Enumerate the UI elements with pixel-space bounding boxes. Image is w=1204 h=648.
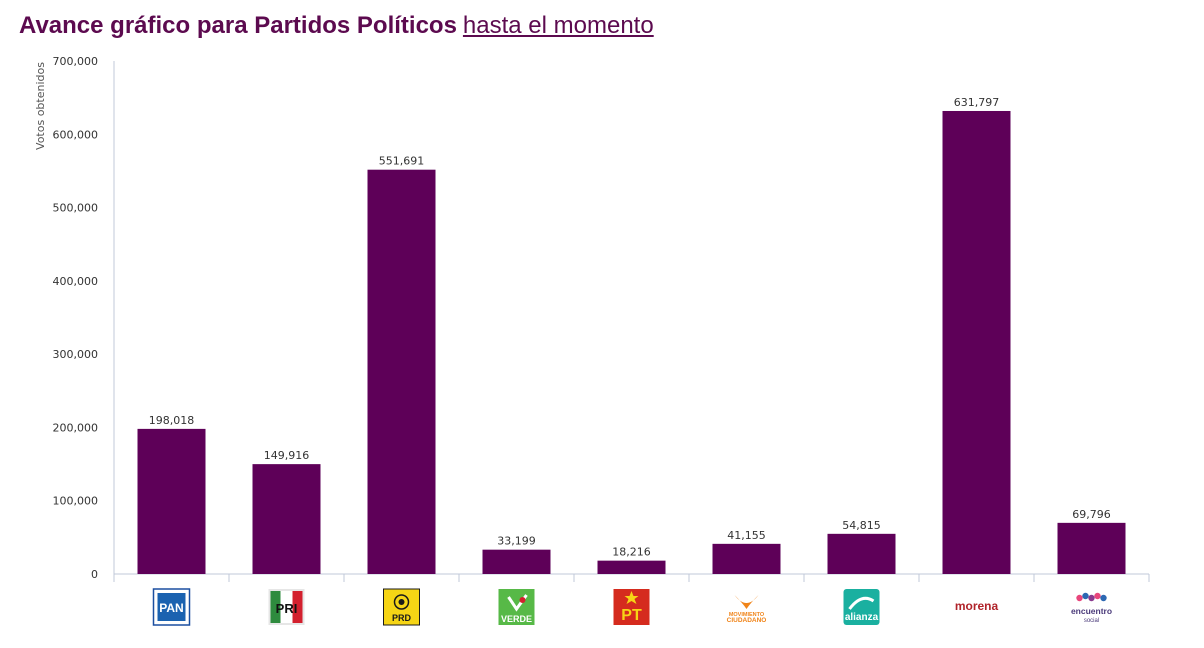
- es-logo-dot: [1082, 592, 1089, 600]
- y-tick-label: 200,000: [53, 421, 99, 434]
- data-label: 631,797: [954, 96, 1000, 109]
- pri-logo-green: [270, 591, 281, 623]
- bar-morena[interactable]: [942, 110, 1011, 574]
- na-logo-text: alianza: [845, 612, 879, 623]
- pri-logo-red: [292, 591, 303, 623]
- pri-logo: PRI: [268, 589, 305, 625]
- bar-nueva-alianza[interactable]: [827, 533, 896, 574]
- y-axis-title: Votos obtenidos: [34, 62, 47, 150]
- page-title: Avance gráfico para Partidos Políticos ha…: [19, 12, 654, 40]
- encuentro-social-logo: encuentro social: [1071, 592, 1112, 624]
- mc-logo-eagle: [734, 595, 759, 609]
- bar-verde[interactable]: [482, 549, 551, 574]
- verde-logo-dot: [519, 597, 526, 603]
- data-label: 33,199: [497, 535, 536, 548]
- data-label: 69,796: [1072, 508, 1111, 521]
- prd-logo-text: PRD: [392, 613, 412, 623]
- y-tick-label: 300,000: [53, 348, 99, 361]
- verde-logo-text: VERDE: [501, 614, 532, 624]
- es-logo-dot: [1094, 592, 1101, 600]
- y-tick-label: 100,000: [53, 495, 99, 508]
- es-logo-text1: encuentro: [1071, 606, 1112, 616]
- verde-logo: VERDE: [498, 589, 535, 625]
- pri-logo-white: [280, 591, 293, 623]
- na-logo-swoosh: [848, 596, 875, 610]
- pt-logo-star: [624, 591, 639, 604]
- es-logo-dot: [1100, 594, 1107, 602]
- morena-logo-text: morena: [955, 599, 999, 613]
- y-tick-label: 0: [91, 568, 98, 581]
- morena-logo: morena: [955, 599, 999, 613]
- y-tick-label: 400,000: [53, 275, 99, 288]
- pt-logo: PT: [613, 589, 650, 625]
- y-tick-label: 700,000: [53, 55, 99, 68]
- data-label: 198,018: [149, 414, 195, 427]
- pri-logo-text: PRI: [276, 601, 298, 616]
- title-link[interactable]: hasta el momento: [462, 12, 654, 39]
- bar-prd[interactable]: [367, 169, 436, 574]
- data-label: 149,916: [264, 449, 310, 462]
- bar-pan[interactable]: [137, 428, 206, 574]
- prd-logo: PRD: [383, 588, 420, 626]
- prd-logo-sun-core: [398, 599, 405, 605]
- pan-logo-fill: [157, 593, 186, 621]
- es-logo-dot: [1076, 594, 1083, 602]
- bar-movimiento-ciudadano[interactable]: [712, 543, 781, 574]
- es-logo-text2: social: [1084, 618, 1099, 624]
- mc-logo-text1: MOVIMIENTO: [729, 612, 765, 618]
- pt-logo-text: PT: [621, 607, 642, 624]
- y-tick-label: 600,000: [53, 128, 99, 141]
- pan-logo: PAN: [152, 588, 191, 626]
- bar-encuentro-social[interactable]: [1057, 522, 1126, 574]
- mc-logo-text2: CIUDADANO: [727, 617, 767, 624]
- es-logo-dot: [1088, 594, 1095, 602]
- pan-logo-text: PAN: [159, 601, 183, 615]
- bar-pri[interactable]: [252, 464, 321, 574]
- prd-logo-sun: [393, 594, 410, 610]
- data-label: 54,815: [842, 519, 881, 532]
- title-main: Avance gráfico para Partidos Políticos: [19, 12, 457, 39]
- nueva-alianza-logo: alianza: [843, 589, 880, 625]
- data-label: 18,216: [612, 546, 651, 559]
- prd-logo-bg: [383, 588, 420, 626]
- y-tick-label: 500,000: [53, 202, 99, 215]
- data-label: 551,691: [379, 155, 425, 168]
- bar-pt[interactable]: [597, 560, 666, 574]
- data-label: 41,155: [727, 529, 766, 542]
